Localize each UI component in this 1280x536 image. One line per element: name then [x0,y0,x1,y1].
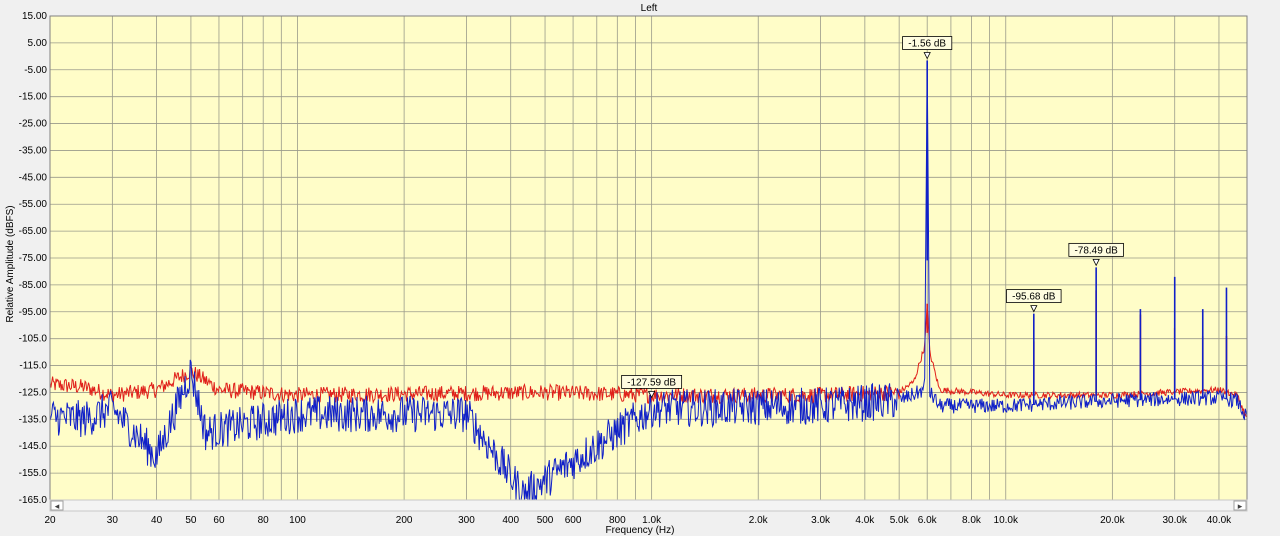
marker-label: -127.59 dB [627,377,676,388]
peak-marker: -1.56 dB [902,36,953,60]
scroll-left-arrow-icon: ◂ [55,502,60,512]
x-tick-label: 6.0k [918,515,938,526]
x-tick-label: 50 [185,515,197,526]
y-tick-label: 5.00 [28,38,48,49]
scroll-right-button[interactable] [1233,500,1247,511]
y-tick-label: -125.0 [19,387,48,398]
y-tick-label: -145.0 [19,441,48,452]
x-tick-label: 300 [458,515,475,526]
y-tick-label: -105.0 [19,334,48,345]
x-tick-label: 40.0k [1207,515,1232,526]
x-tick-label: 5.0k [890,515,910,526]
marker-layer: -1.56 dB -95.68 dB -78.49 dB -127.59 dB [621,36,1124,399]
y-tick-label: -75.00 [19,253,48,264]
horizontal-scrollbar[interactable] [49,499,1248,512]
series-line [49,304,1248,418]
x-tick-label: 8.0k [962,515,982,526]
x-axis-ticks: 20 30 40 50 60 80 100 200 300 400 500 600 800 1.0k 2.0… [44,515,1232,526]
marker-label-box [902,36,953,50]
y-tick-label: -15.00 [19,92,48,103]
y-tick-label: -85.00 [19,280,48,291]
y-tick-label: -95.00 [19,307,48,318]
marker-triangle-icon [1030,305,1038,313]
x-tick-label: 80 [258,515,270,526]
x-tick-label: 20 [44,515,56,526]
y-tick-label: -5.00 [24,65,47,76]
series-1 [49,60,1248,501]
y-tick-label: -165.0 [19,495,48,506]
y-axis-ticks: 15.00 5.00 -5.00 -15.00 -25.00 -35.00 -45.00 -5… [19,11,48,506]
x-tick-label: 40 [151,515,163,526]
marker-triangle-icon [647,391,656,399]
x-tick-label: 2.0k [749,515,769,526]
y-tick-label: -135.0 [19,414,48,425]
y-tick-label: -45.00 [19,172,48,183]
y-tick-label: -155.0 [19,468,48,479]
x-tick-label: 100 [289,515,306,526]
x-axis-label: Frequency (Hz) [606,525,675,536]
x-tick-label: 3.0k [811,515,831,526]
marker-triangle-icon [923,52,931,60]
y-tick-label: -55.00 [19,199,48,210]
y-tick-label: -115.0 [19,361,47,372]
x-tick-label: 10.0k [994,515,1019,526]
x-tick-label: 20.0k [1100,515,1125,526]
x-tick-label: 60 [213,515,225,526]
x-tick-label: 200 [396,515,413,526]
peak-marker: -78.49 dB [1068,242,1124,267]
peak-marker: -95.68 dB [1006,289,1062,313]
chart-title: Left [641,3,658,14]
x-tick-label: 1.0k [642,515,662,526]
series-layer [49,60,1248,501]
scroll-right-arrow-icon: ▸ [1238,502,1243,512]
marker-label-box [621,375,683,389]
marker-label: -78.49 dB [1074,245,1118,256]
x-tick-label: 4.0k [855,515,875,526]
x-tick-label: 500 [537,515,554,526]
marker-label: -95.68 dB [1012,292,1056,303]
x-tick-label: 400 [502,515,519,526]
marker-label-box [1006,289,1062,304]
peak-marker: -127.59 dB [621,375,683,399]
marker-label-box [1068,242,1124,257]
series-line [49,64,1248,501]
x-tick-label: 600 [565,515,582,526]
marker-label: -1.56 dB [908,39,946,50]
scroll-left-button[interactable] [50,500,64,511]
y-tick-label: -25.00 [19,119,48,130]
y-tick-label: -35.00 [19,145,48,156]
y-axis-label: Relative Amplitude (dBFS) [5,205,16,322]
marker-triangle-icon [1092,258,1100,267]
x-tick-label: 30 [107,515,119,526]
y-tick-label: 15.00 [22,11,47,22]
y-tick-label: -65.00 [19,226,48,237]
x-tick-label: 800 [609,515,626,526]
x-tick-label: 30.0k [1162,515,1187,526]
